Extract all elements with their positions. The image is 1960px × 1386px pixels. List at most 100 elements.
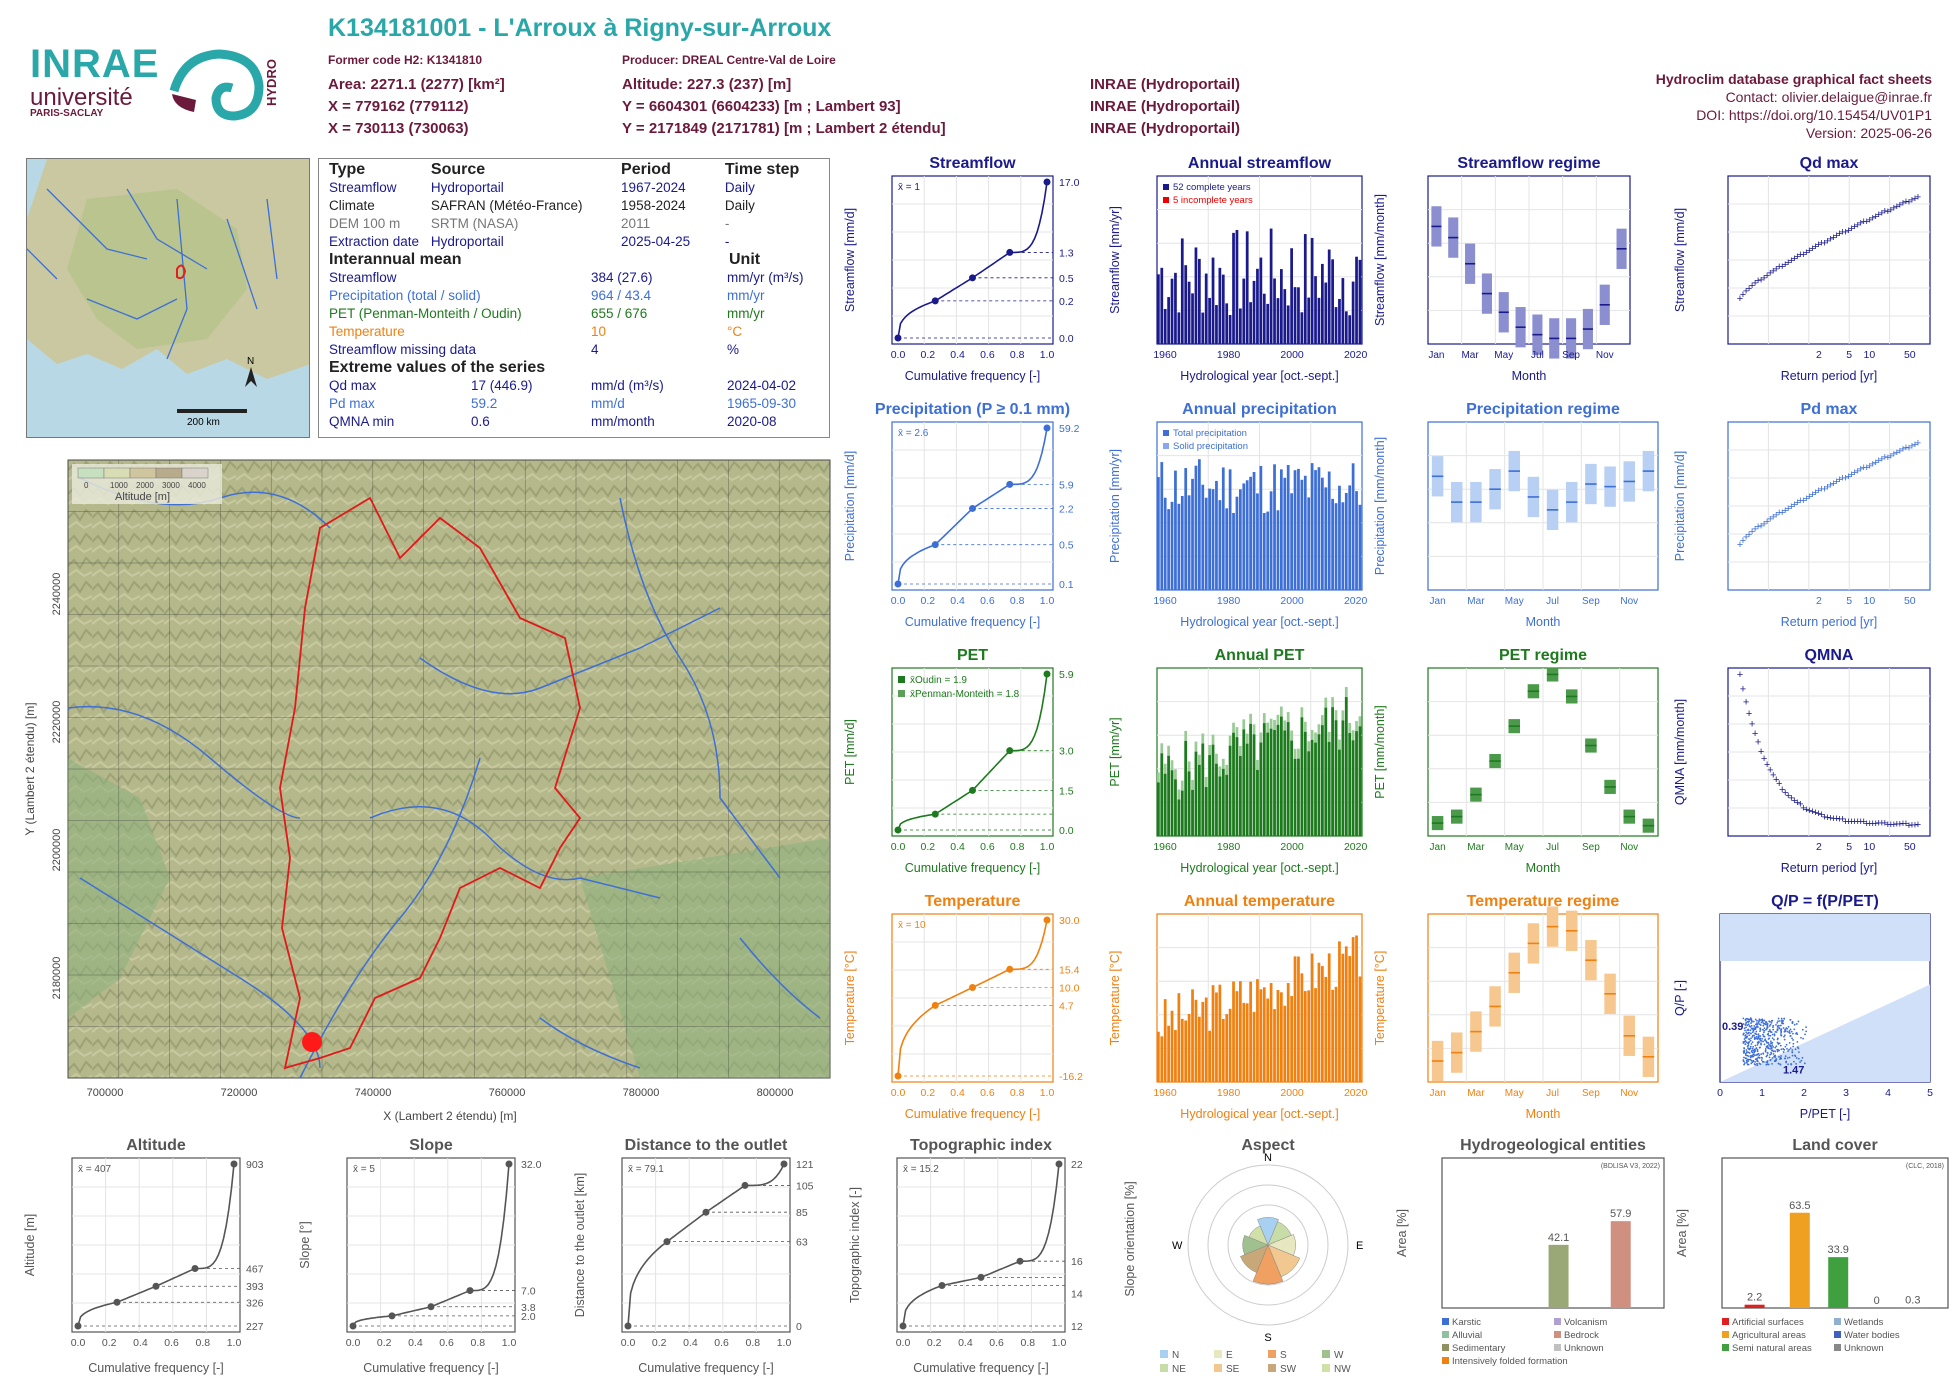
rp-point: + xyxy=(1848,469,1854,481)
qp-point xyxy=(1803,1062,1806,1065)
bar xyxy=(1249,476,1252,590)
x-tick-label: 50 xyxy=(1904,595,1916,607)
inrae-logo: INRAE xyxy=(30,42,160,86)
qp-point xyxy=(1750,1024,1753,1027)
rp-point: + xyxy=(1824,812,1830,824)
legend-swatch xyxy=(1163,443,1169,449)
y2-coord: Y = 2171849 (2171781) [m ; Lambert 2 éte… xyxy=(622,120,946,137)
qp-point xyxy=(1745,1026,1748,1029)
quantile-point xyxy=(349,1322,357,1330)
hydro-logo: HYDRO xyxy=(169,49,279,121)
rp-point: + xyxy=(1743,532,1749,544)
bar xyxy=(1252,472,1256,590)
x-axis-label: Cumulative frequency [-] xyxy=(913,1361,1048,1375)
x-tick-label: 1.0 xyxy=(227,1337,242,1349)
bar xyxy=(1198,1016,1201,1082)
bar-label: 0.3 xyxy=(1905,1295,1920,1307)
bar xyxy=(1348,315,1352,344)
x-axis-label: Return period [yr] xyxy=(1781,861,1878,875)
info-table: Type Source Period Time step Streamflow Hydr… xyxy=(318,158,830,438)
compass-n: N xyxy=(1264,1152,1272,1164)
bar xyxy=(1310,463,1314,590)
x-tick-label: May xyxy=(1505,596,1524,607)
right-tick-label: 32.0 xyxy=(521,1159,542,1171)
bar xyxy=(1170,770,1174,836)
bar xyxy=(1256,268,1259,344)
qp-point xyxy=(1761,1060,1764,1063)
bar xyxy=(1157,782,1160,836)
qp-point xyxy=(1791,1054,1794,1057)
qp-point xyxy=(1756,1025,1759,1028)
qp-point xyxy=(1762,1024,1765,1027)
qp-point xyxy=(1784,1055,1787,1058)
x-axis-label: Cumulative frequency [-] xyxy=(905,615,1040,629)
rp-point: + xyxy=(1870,818,1876,830)
qp-point xyxy=(1743,1047,1746,1050)
bar-label: 57.9 xyxy=(1610,1208,1631,1220)
bar xyxy=(1269,228,1273,344)
rp-point: + xyxy=(1743,696,1749,708)
qp-point xyxy=(1743,1056,1745,1059)
bar xyxy=(1256,769,1259,836)
streamflow-cdf-chart: Streamflow Cumulative frequency [-] Stream… xyxy=(843,155,1080,383)
bar-label: 63.5 xyxy=(1789,1200,1810,1212)
qp-point xyxy=(1746,1024,1749,1027)
legend-swatch xyxy=(1722,1331,1729,1338)
qp-point xyxy=(1760,1039,1762,1042)
x-tick-label: 0.8 xyxy=(195,1337,210,1349)
former-code: Former code H2: K1341810 xyxy=(328,53,483,67)
bar xyxy=(1191,989,1194,1082)
y-axis-label: Area [%] xyxy=(1395,1209,1409,1257)
bar xyxy=(1338,941,1341,1082)
y-axis-label: Streamflow [mm/yr] xyxy=(1108,206,1122,314)
qp-point xyxy=(1776,1037,1779,1040)
qp-point xyxy=(1747,1021,1750,1024)
bar xyxy=(1201,743,1205,836)
chart-title: Annual PET xyxy=(1215,647,1305,664)
map-y-tick: 2180000 xyxy=(51,957,63,1000)
rp-point: + xyxy=(1854,816,1860,828)
rp-point: + xyxy=(1900,198,1906,210)
bar xyxy=(1307,990,1311,1082)
chart-title: Pd max xyxy=(1801,401,1858,418)
quantile-point xyxy=(702,1208,710,1216)
qp-point xyxy=(1791,1021,1794,1023)
qp-point xyxy=(1770,1049,1773,1052)
qp-point xyxy=(1754,1023,1757,1026)
qp-point xyxy=(1760,1053,1763,1055)
qp-point xyxy=(1748,1040,1751,1043)
rp-point: + xyxy=(1888,819,1894,831)
qp-point xyxy=(1750,1043,1753,1045)
rp-point: + xyxy=(1773,509,1779,521)
rp-point: + xyxy=(1806,805,1812,817)
x-tick-label: 1.0 xyxy=(502,1337,517,1349)
chart-title: Precipitation (P ≥ 0.1 mm) xyxy=(875,401,1070,418)
qp-point xyxy=(1779,1024,1782,1027)
qp-point xyxy=(1752,1059,1755,1062)
rp-point: + xyxy=(1876,455,1882,467)
rp-point: + xyxy=(1812,241,1818,253)
qp-point xyxy=(1749,1047,1752,1050)
rp-point: + xyxy=(1779,261,1785,273)
qp-point xyxy=(1762,1052,1765,1055)
bar xyxy=(1324,487,1328,590)
bar xyxy=(1344,311,1348,344)
x-tick-label: 1960 xyxy=(1153,595,1177,607)
x-tick-label: 2000 xyxy=(1280,595,1304,607)
rp-point: + xyxy=(1749,280,1755,292)
x-tick-label: 5 xyxy=(1927,1087,1933,1099)
source-label: (CLC, 2018) xyxy=(1906,1163,1944,1170)
quantile-point xyxy=(969,786,976,794)
bar xyxy=(1321,966,1324,1082)
bar xyxy=(1218,984,1222,1082)
rp-point: + xyxy=(1800,249,1806,261)
qp-point xyxy=(1776,1022,1779,1024)
rp-point: + xyxy=(1903,442,1909,454)
rp-point: + xyxy=(1785,503,1791,515)
legend-label: 5 incomplete years xyxy=(1173,195,1253,206)
qp-point xyxy=(1750,1027,1753,1030)
chart-title: Annual streamflow xyxy=(1188,155,1332,172)
y-axis-label: Streamflow [mm/d] xyxy=(1673,208,1687,312)
qp-point xyxy=(1784,1045,1787,1048)
legend-label: SE xyxy=(1226,1364,1240,1375)
